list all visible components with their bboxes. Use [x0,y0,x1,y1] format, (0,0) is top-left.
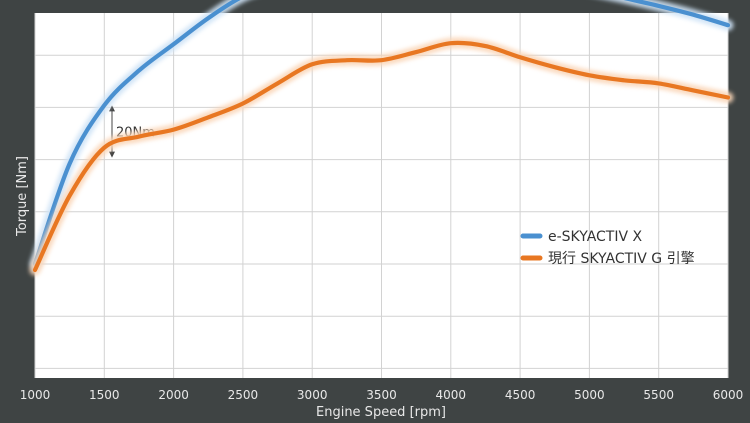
grid [34,13,729,378]
annotation-arrowhead-top [109,105,115,112]
y-axis-label: Torque [Nm] [15,156,30,237]
x-tick-label: 3000 [297,388,328,402]
x-axis-label: Engine Speed [rpm] [316,405,446,420]
x-tick-label: 5500 [643,388,674,402]
x-tick-label: 5000 [574,388,605,402]
x-tick-label: 4000 [436,388,467,402]
x-tick-label: 2000 [158,388,189,402]
legend: e-SKYACTIV X 現行 SKYACTIV G 引擎 [520,229,695,267]
x-tick-label: 4500 [505,388,536,402]
x-tick-label: 1500 [89,388,120,402]
series-line-1 [32,40,731,273]
x-tick-label: 2500 [228,388,259,402]
x-tick-label: 6000 [713,388,744,402]
legend-label-1: 現行 SKYACTIV G 引擎 [548,251,695,267]
series-line-0 [32,0,731,267]
x-tick-labels: 1000 1500 2000 2500 3000 3500 4000 4500 5000 5500… [20,388,744,402]
x-tick-label: 1000 [20,388,51,402]
series-lines [29,0,734,276]
x-tick-label: 3500 [366,388,397,402]
legend-label-0: e-SKYACTIV X [548,229,643,245]
annotation-arrowhead-bottom [109,151,115,158]
